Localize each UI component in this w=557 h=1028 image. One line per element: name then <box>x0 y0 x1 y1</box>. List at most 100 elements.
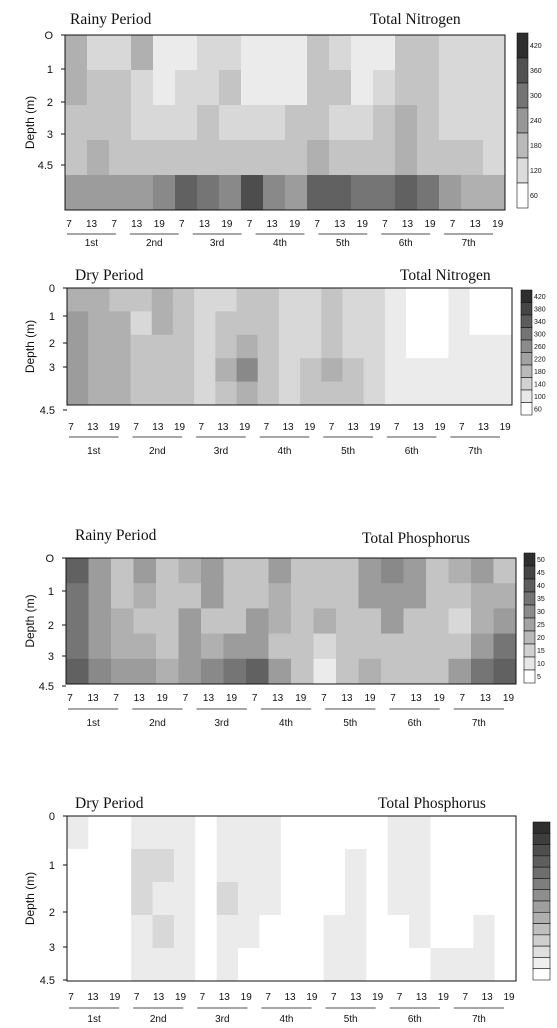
heatmap-cell <box>490 358 512 383</box>
x-group-label: 5th <box>343 718 357 729</box>
y-tick-label: 3 <box>49 942 55 954</box>
heatmap-cell <box>313 558 337 584</box>
heatmap-cell <box>201 583 225 609</box>
x-day-label: 13 <box>86 219 98 230</box>
legend-swatch <box>532 866 551 879</box>
heatmap-cell <box>448 311 471 336</box>
legend-swatch <box>523 630 536 645</box>
x-day-label: 7 <box>133 422 139 433</box>
legend-swatch <box>523 578 536 593</box>
x-day-label: 7 <box>68 422 74 433</box>
heatmap-cell <box>427 358 450 383</box>
heatmap-cell <box>236 334 259 359</box>
x-day-label: 19 <box>434 422 446 433</box>
heatmap-cell <box>152 816 175 850</box>
heatmap-cell <box>268 558 292 584</box>
heatmap-cell <box>448 633 472 660</box>
heatmap-cell <box>321 288 344 312</box>
heatmap-cell <box>219 70 242 106</box>
y-tick-label: 3 <box>47 129 53 141</box>
plot-frame <box>65 557 517 685</box>
heatmap-cell <box>387 816 410 850</box>
heatmap-cell <box>344 948 367 981</box>
heatmap-cell <box>88 948 111 981</box>
heatmap-cell <box>215 288 238 312</box>
heatmap-cell <box>194 288 216 312</box>
x-day-label: 7 <box>252 693 258 704</box>
heatmap-cell <box>67 358 89 383</box>
heatmap-cell <box>156 633 180 660</box>
heatmap-cell <box>448 334 471 359</box>
heatmap-cell <box>473 948 496 981</box>
heatmap-cell <box>395 35 418 71</box>
heatmap-cell <box>469 381 492 405</box>
x-day-label: 7 <box>67 693 73 704</box>
heatmap-cell <box>313 608 337 635</box>
heatmap-cell <box>109 288 132 312</box>
heatmap-cell <box>259 915 282 949</box>
heatmap-cell <box>259 882 282 916</box>
chart-panel-3: Rainy Period Total Phosphorus O 1 2 3 4.5 Depth… <box>23 527 545 729</box>
legend-swatch <box>516 157 529 184</box>
x-group-label: 4th <box>280 1014 294 1025</box>
heatmap-cell <box>88 658 112 684</box>
x-day-label: 13 <box>87 992 99 1003</box>
heatmap-cell <box>194 358 216 383</box>
x-day-label: 13 <box>348 422 360 433</box>
legend-swatch <box>523 604 536 619</box>
heatmap-cell <box>448 608 472 635</box>
heatmap-cell <box>153 140 176 176</box>
heatmap-cell <box>471 558 495 584</box>
x-day-label: 7 <box>183 693 189 704</box>
panel-title-right: Total Phosphorus <box>362 530 470 547</box>
heatmap-cell <box>172 358 195 383</box>
heatmap-cell <box>285 140 308 176</box>
heatmap-cell <box>417 35 440 71</box>
x-day-label: 13 <box>131 219 143 230</box>
x-group-label: 1st <box>87 446 101 457</box>
heatmap-cell <box>427 288 450 312</box>
heatmap-cell <box>336 633 360 660</box>
heatmap-cell <box>133 633 157 660</box>
heatmap-cell <box>109 70 132 106</box>
heatmap-cell <box>172 381 195 405</box>
heatmap-cell <box>483 140 505 176</box>
heatmap-cell <box>384 288 407 312</box>
heatmap-cell <box>285 175 308 210</box>
heatmap-cell <box>173 849 196 883</box>
heatmap-cell <box>67 816 89 850</box>
heatmap-cell <box>88 358 110 383</box>
heatmap-cell <box>172 334 195 359</box>
heatmap-cell <box>156 558 180 584</box>
heatmap-cell <box>381 583 405 609</box>
heatmap-cell <box>223 558 247 584</box>
heatmap-cell <box>363 311 386 336</box>
heatmap-grid <box>67 816 516 981</box>
heatmap-cell <box>257 311 280 336</box>
heatmap-cell <box>336 583 360 609</box>
legend-label: 180 <box>534 369 546 376</box>
heatmap-cell <box>131 140 154 176</box>
heatmap-cell <box>195 816 218 850</box>
heatmap-cell <box>300 334 322 359</box>
heatmap-cell <box>130 358 153 383</box>
x-day-label: 19 <box>503 693 515 704</box>
heatmap-cell <box>403 608 427 635</box>
heatmap-cell <box>131 915 154 949</box>
x-day-label: 19 <box>241 992 253 1003</box>
heatmap-cell <box>88 608 112 635</box>
heatmap-cell <box>67 381 89 405</box>
legend-swatch <box>523 656 536 671</box>
heatmap-cell <box>381 608 405 635</box>
heatmap-cell <box>156 658 180 684</box>
y-tick-label: O <box>44 30 53 42</box>
legend-swatch <box>532 832 551 845</box>
x-day-label: 7 <box>113 693 119 704</box>
heatmap-cell <box>307 175 330 210</box>
x-day-label: 19 <box>109 992 121 1003</box>
heatmap-cell <box>219 175 242 210</box>
heatmap-cell <box>336 558 360 584</box>
heatmap-cell <box>403 633 427 660</box>
